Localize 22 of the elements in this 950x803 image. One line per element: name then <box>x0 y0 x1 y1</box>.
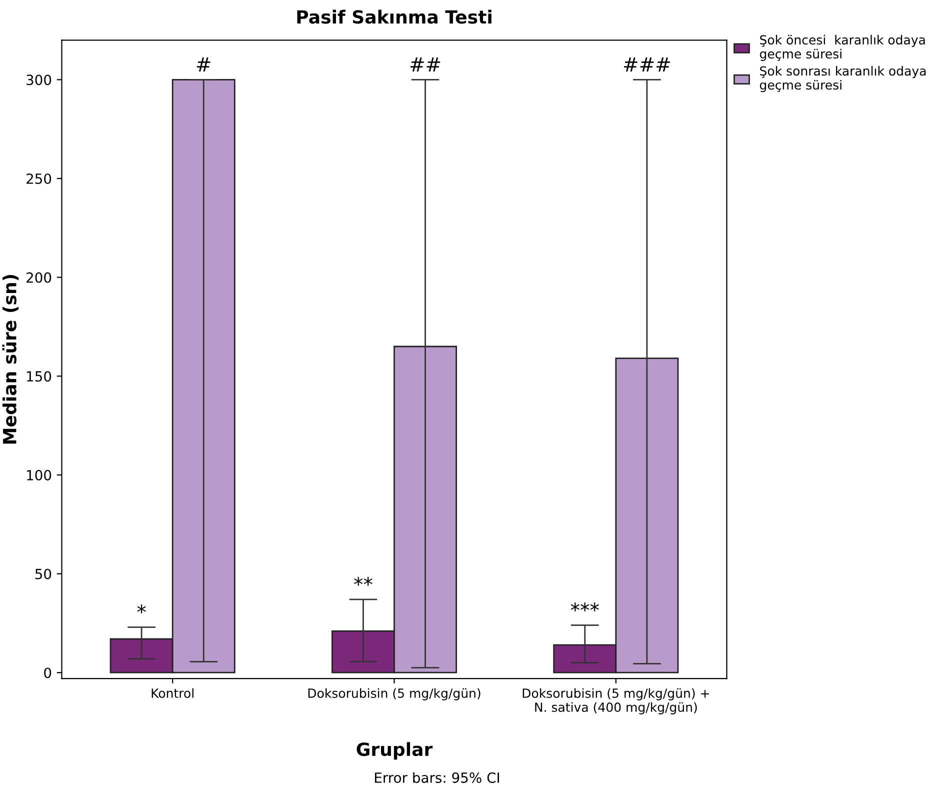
legend-label: Şok öncesi karanlık odaya geçme süresi <box>760 34 925 61</box>
y-tick-label: 150 <box>27 371 52 382</box>
annotation: ** <box>354 576 372 586</box>
y-tick-label: 200 <box>26 272 52 283</box>
y-tick-label: 50 <box>35 568 52 580</box>
x-tick-label: Doksorubisin (5 mg/kg/gün) <box>308 688 480 700</box>
x-axis-title: Gruplar <box>356 742 433 760</box>
annotation: ## <box>410 58 440 72</box>
y-tick-label: 100 <box>27 470 52 480</box>
x-tick-label: Kontrol <box>152 688 194 698</box>
chart-title: Pasif Sakınma Testi <box>297 10 492 24</box>
annotation: *** <box>570 602 599 612</box>
y-tick-label: 250 <box>26 173 52 184</box>
annotation: ### <box>624 58 670 72</box>
y-axis-title: Median süre (sn) <box>2 274 19 444</box>
text: Error bars: 95% CI <box>375 772 499 783</box>
y-tick-label: 300 <box>26 74 52 86</box>
legend-label: Şok sonrası karanlık odaya geçme süresi <box>760 66 926 92</box>
y-tick-label: 0 <box>44 668 52 678</box>
x-tick-label: Doksorubisin (5 mg/kg/gün) + N. sativa (400 mg/kg/gün) <box>522 688 709 714</box>
annotation: # <box>196 58 210 72</box>
annotation: * <box>137 604 146 614</box>
